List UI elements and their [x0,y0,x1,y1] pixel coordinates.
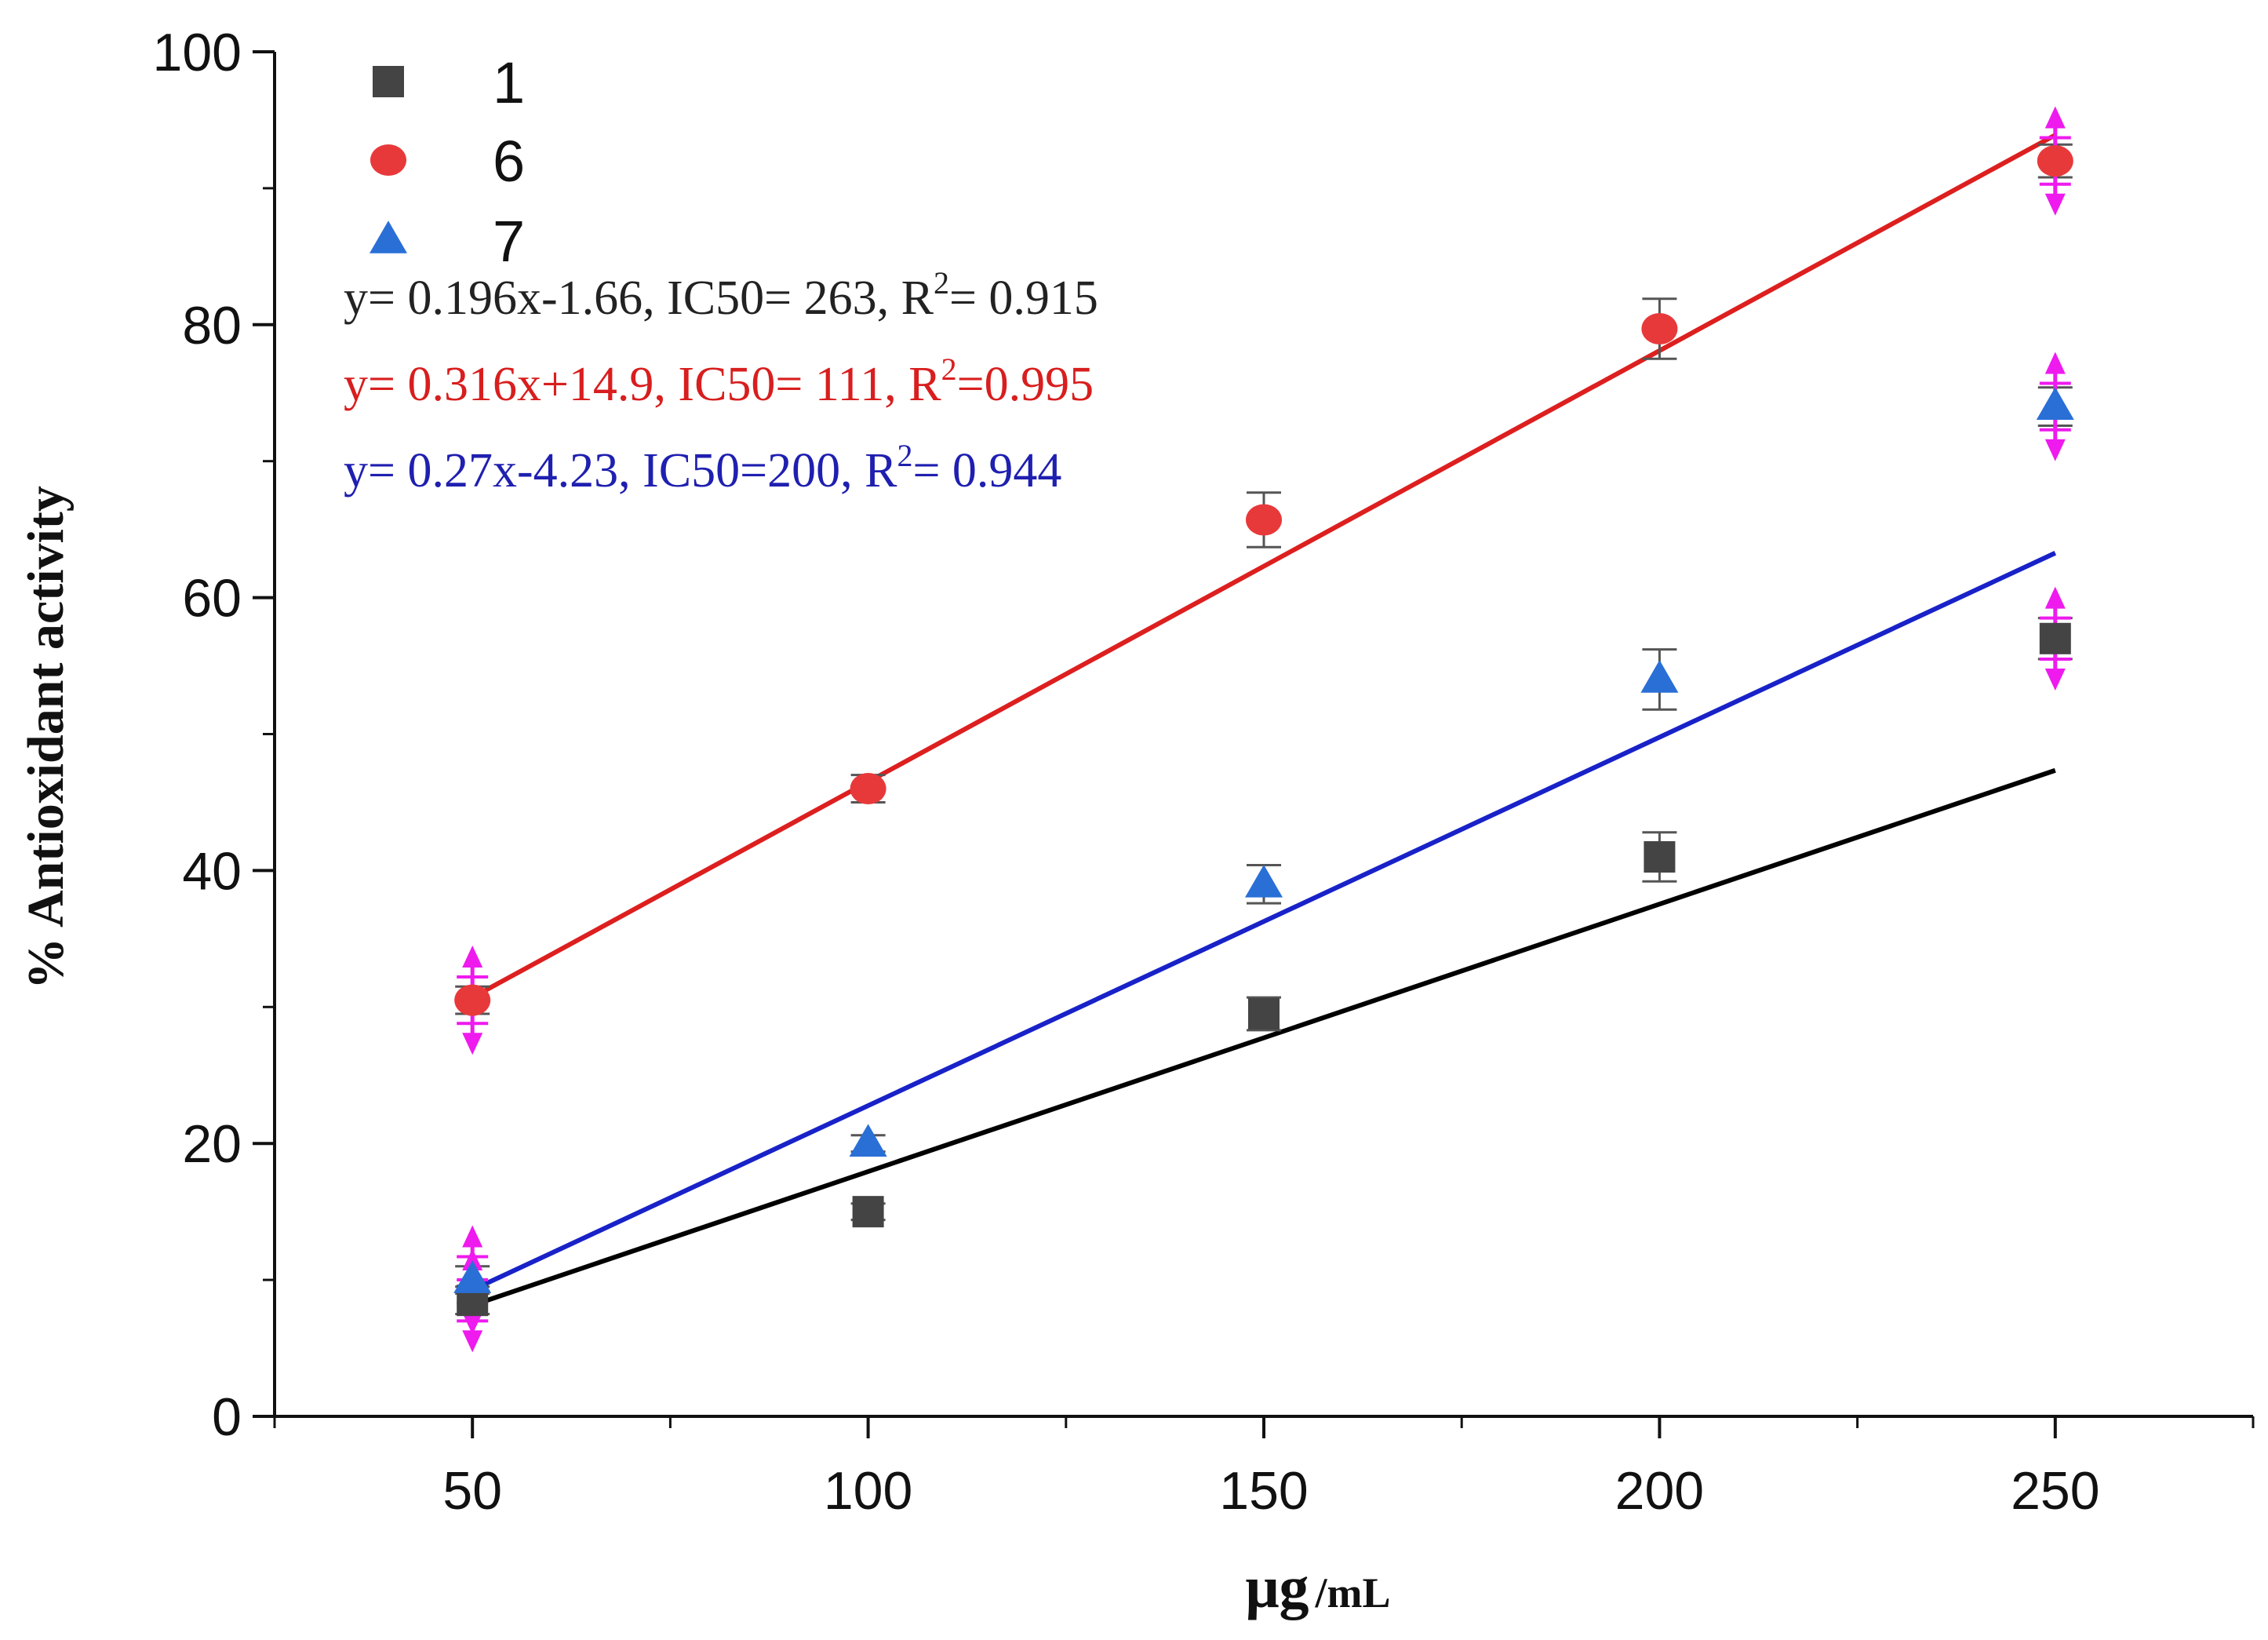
highlight-arrow-head [2044,668,2066,691]
equation-text: y= 0.196x-1.66, IC50= 263, R [344,272,934,325]
y-tick-label: 100 [153,23,242,82]
x-tick-label: 250 [2011,1461,2099,1521]
equation-label-series-7: y= 0.27x-4.23, IC50=200, R2= 0.944 [344,438,1061,497]
data-point-series-6 [1246,504,1282,536]
equation-superscript: 2 [897,438,912,473]
y-tick-label: 40 [182,841,242,901]
legend-marker-series-7 [370,220,407,253]
data-point-series-1 [852,1196,884,1228]
fit-line-series-6 [471,133,2057,1000]
legend-label-series-6: 6 [493,129,525,194]
data-point-series-7 [1640,660,1679,693]
equation-superscript: 2 [941,352,957,387]
highlight-arrow-head [2044,586,2066,609]
x-tick-label: 150 [1219,1461,1308,1521]
highlight-arrow-head [2044,193,2066,216]
highlight-arrow-head [462,945,483,968]
data-points [453,145,2074,1317]
highlight-arrow-head [462,1225,483,1248]
highlight-arrow-head [462,1248,483,1271]
equation-text: = 0.915 [949,272,1098,325]
highlight-arrow-head [462,1033,483,1055]
equation-label-series-1: y= 0.196x-1.66, IC50= 263, R2= 0.915 [344,265,1098,325]
highlight-arrow-head [2044,106,2066,129]
legend-marker-series-6 [370,144,406,176]
data-point-series-7 [2036,387,2074,420]
y-tick-label: 0 [212,1387,242,1447]
fit-line-series-1 [471,767,2056,1308]
x-tick-label: 50 [442,1461,502,1521]
data-point-series-7 [849,1124,887,1157]
data-point-series-6 [2037,145,2073,177]
fit-line-series-7 [471,551,2057,1292]
data-point-series-1 [2039,622,2071,654]
equation-text: =0.995 [957,358,1094,411]
x-tick-label: 200 [1615,1461,1704,1521]
y-axis-title: % Antioxidant activity [17,486,75,989]
legend-label-series-7: 7 [493,209,525,274]
data-point-series-6 [850,773,886,805]
x-axis-title-unit: /mL [1315,1569,1391,1616]
legend-label-series-1: 1 [493,50,525,115]
highlight-markers [457,106,2071,1353]
equation-label-series-6: y= 0.316x+14.9, IC50= 111, R2=0.995 [344,352,1094,411]
legend: 1 6 7 [370,50,525,274]
data-point-series-6 [454,984,491,1016]
y-tick-label: 80 [182,296,242,355]
data-point-series-1 [1644,841,1676,873]
axes: 0 20 40 60 80 100 50 100 150 200 250 [153,23,2255,1521]
equation-superscript: 2 [934,265,949,301]
y-tick-label: 60 [182,569,242,629]
equation-text: y= 0.27x-4.23, IC50=200, R [344,444,897,497]
data-point-series-7 [453,1260,492,1293]
data-point-series-6 [1641,313,1678,345]
highlight-arrow-head [462,1330,483,1353]
data-point-series-1 [1248,997,1280,1030]
equation-text: y= 0.316x+14.9, IC50= 111, R [344,358,941,411]
x-tick-label: 100 [824,1461,912,1521]
data-point-series-7 [1245,864,1283,898]
legend-marker-series-1 [373,66,404,97]
equation-text: = 0.944 [912,444,1061,497]
x-axis-title-main: μg [1245,1554,1309,1620]
fit-lines [471,133,2057,1308]
y-tick-label: 20 [182,1114,242,1174]
highlight-arrow-head [2044,352,2066,374]
highlight-arrow-head [2044,439,2066,461]
x-axis-title: μg/mL [1245,1554,1390,1620]
